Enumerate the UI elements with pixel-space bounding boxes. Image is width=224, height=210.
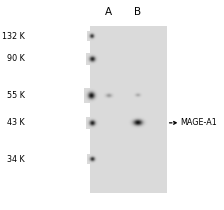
Text: 90 K: 90 K — [7, 54, 25, 63]
Text: 132 K: 132 K — [2, 32, 25, 41]
Text: B: B — [134, 7, 142, 17]
Text: A: A — [105, 7, 112, 17]
Text: 55 K: 55 K — [7, 91, 25, 100]
Text: 43 K: 43 K — [7, 118, 25, 127]
Bar — [90, 26, 167, 193]
Text: 34 K: 34 K — [7, 155, 25, 164]
Text: MAGE-A1: MAGE-A1 — [180, 118, 217, 127]
